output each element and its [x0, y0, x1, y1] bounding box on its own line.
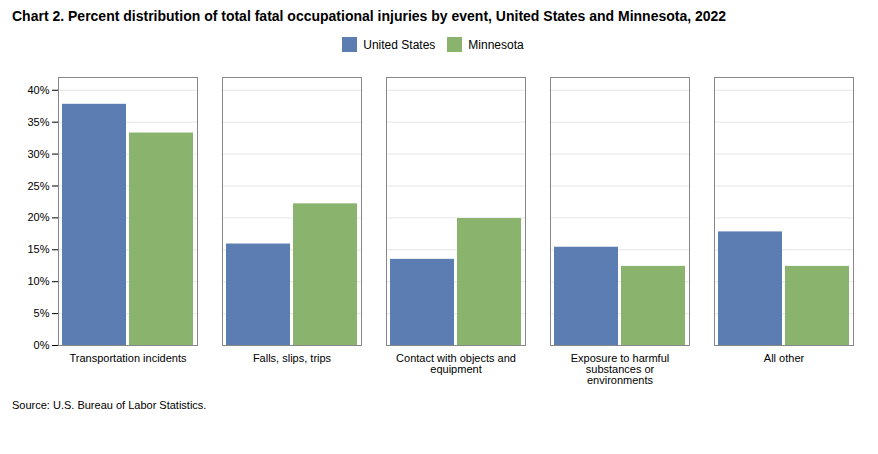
svg-text:All other: All other — [764, 352, 805, 364]
svg-text:Contact with objects andequipm: Contact with objects andequipment — [396, 352, 516, 375]
svg-text:10%: 10% — [27, 275, 49, 287]
html-text:United States: United States — [363, 37, 436, 52]
svg-text:25%: 25% — [27, 179, 49, 191]
svg-text:Exposure to harmfulsubstances: Exposure to harmfulsubstances orenvironm… — [571, 352, 669, 386]
html-text:Minnesota: Minnesota — [468, 37, 524, 52]
svg-text:Falls, slips, trips: Falls, slips, trips — [253, 352, 332, 364]
html-text:Source: U.S. Bureau of Labor S: Source: U.S. Bureau of Labor Statistics. — [12, 399, 207, 411]
svg-text:Transportation incidents: Transportation incidents — [70, 352, 187, 364]
svg-text:0%: 0% — [34, 339, 50, 351]
svg-text:30%: 30% — [27, 148, 49, 160]
svg-text:15%: 15% — [27, 243, 49, 255]
svg-text:20%: 20% — [27, 211, 49, 223]
svg-text:40%: 40% — [27, 84, 49, 96]
html-text:Chart 2. Percent distribution: Chart 2. Percent distribution of total f… — [12, 8, 727, 24]
svg-text:35%: 35% — [27, 116, 49, 128]
svg-text:5%: 5% — [34, 307, 50, 319]
